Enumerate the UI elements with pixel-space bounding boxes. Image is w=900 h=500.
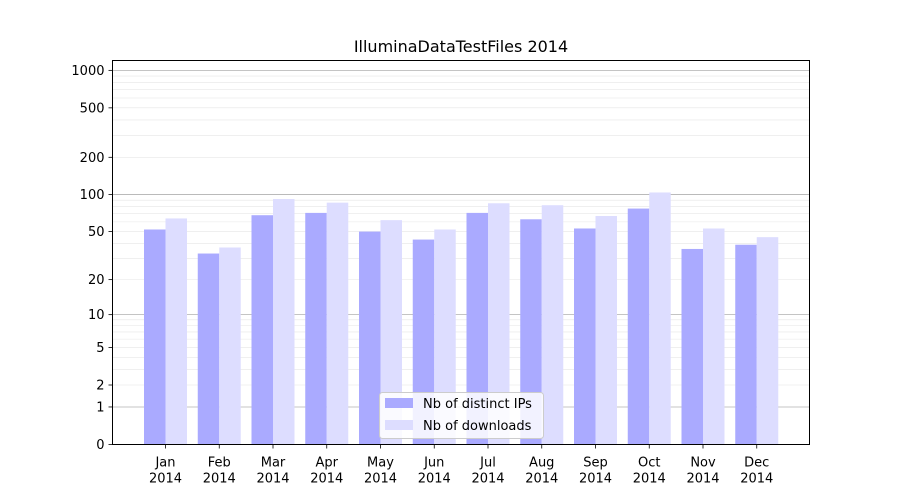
legend-label-distinct-ips: Nb of distinct IPs (423, 397, 532, 412)
y-tick-label: 50 (88, 225, 105, 240)
x-tick-label-year: 2014 (740, 472, 773, 487)
bar (251, 215, 273, 445)
bar (649, 192, 671, 445)
bar (488, 203, 510, 445)
y-tick-label: 100 (80, 188, 105, 203)
x-axis: Jan2014Feb2014Mar2014Apr2014May2014Jun20… (149, 444, 773, 487)
bar (756, 237, 779, 445)
bar (627, 208, 650, 445)
bar (595, 215, 617, 445)
bar (466, 212, 488, 445)
bar (144, 229, 166, 445)
bar (273, 199, 295, 445)
x-tick-label-month: Aug (529, 456, 554, 471)
x-tick-label-year: 2014 (149, 472, 182, 487)
x-tick-label-month: Jul (479, 456, 496, 471)
x-tick-label-year: 2014 (256, 472, 289, 487)
x-tick-label-year: 2014 (364, 472, 397, 487)
bar (703, 228, 725, 445)
y-tick-label: 2 (96, 379, 104, 394)
y-tick-label: 0 (96, 438, 104, 453)
y-tick-label: 1000 (71, 64, 104, 79)
x-tick-label-year: 2014 (310, 472, 343, 487)
x-tick-label-month: Mar (261, 456, 286, 471)
x-tick-label-month: Jun (423, 456, 444, 471)
bar (359, 231, 381, 445)
bar (305, 212, 327, 445)
y-tick-label: 20 (88, 273, 105, 288)
x-tick-label-month: Jan (154, 456, 175, 471)
x-tick-label-year: 2014 (418, 472, 451, 487)
bar (434, 229, 456, 445)
x-tick-label-year: 2014 (633, 472, 666, 487)
x-tick-label-month: Apr (316, 456, 339, 471)
x-tick-label-month: Dec (744, 456, 769, 471)
bar (541, 205, 564, 445)
x-tick-label-month: Sep (583, 456, 608, 471)
plot-frame (112, 60, 810, 445)
x-tick-label-month: Feb (208, 456, 231, 471)
x-tick-label-year: 2014 (203, 472, 236, 487)
x-tick-label-month: Nov (690, 456, 716, 471)
bar (574, 228, 596, 445)
x-tick-label-year: 2014 (525, 472, 558, 487)
x-tick-label-year: 2014 (579, 472, 612, 487)
y-tick-label: 10 (88, 308, 105, 323)
bar (326, 202, 349, 445)
chart-title: IlluminaDataTestFiles 2014 (354, 37, 568, 56)
y-tick-label: 1 (96, 400, 104, 415)
legend-box (379, 392, 544, 439)
legend: Nb of distinct IPs Nb of downloads (379, 392, 544, 439)
y-axis: 0 1 2 5 10 20 50 100 200 500 1000 (71, 64, 113, 453)
x-tick-label-year: 2014 (686, 472, 719, 487)
legend-swatch-downloads (385, 420, 413, 430)
bar (219, 247, 241, 445)
x-tick-label-month: May (367, 456, 394, 471)
x-tick-label-year: 2014 (471, 472, 504, 487)
x-tick-label-month: Oct (638, 456, 660, 471)
y-tick-label: 500 (80, 101, 105, 116)
y-tick-label: 200 (80, 151, 105, 166)
legend-swatch-distinct-ips (385, 398, 413, 408)
bar (681, 248, 703, 445)
legend-label-downloads: Nb of downloads (423, 419, 532, 434)
bar (165, 218, 187, 445)
bar (197, 253, 220, 445)
bar (380, 220, 402, 445)
bar (520, 219, 542, 445)
bar (735, 244, 757, 445)
y-tick-label: 5 (96, 341, 104, 356)
